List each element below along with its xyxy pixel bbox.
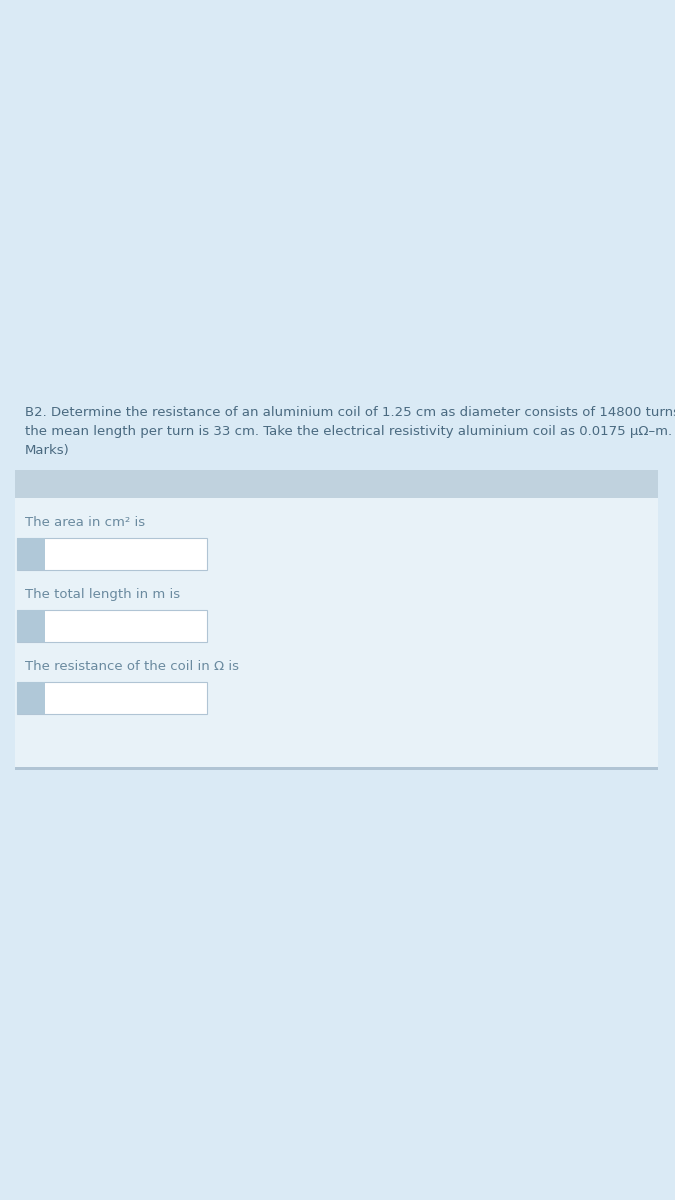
Bar [15, 392, 658, 770]
Bar [17, 682, 45, 714]
Bar [15, 470, 658, 498]
Bar [17, 538, 45, 570]
Text: B2. Determine the resistance of an aluminium coil of 1.25 cm as diameter consist: B2. Determine the resistance of an alumi… [25, 406, 675, 419]
Text: The area in cm² is: The area in cm² is [25, 516, 145, 529]
Text: the mean length per turn is 33 cm. Take the electrical resistivity aluminium coi: the mean length per turn is 33 cm. Take … [25, 425, 675, 438]
Text: The total length in m is: The total length in m is [25, 588, 180, 601]
Bar [17, 610, 45, 642]
Bar [17, 610, 207, 642]
Bar [15, 392, 658, 470]
Bar [15, 767, 658, 770]
Text: Marks): Marks) [25, 444, 70, 457]
Bar [17, 682, 207, 714]
Text: The resistance of the coil in Ω is: The resistance of the coil in Ω is [25, 660, 239, 673]
Bar [17, 538, 207, 570]
